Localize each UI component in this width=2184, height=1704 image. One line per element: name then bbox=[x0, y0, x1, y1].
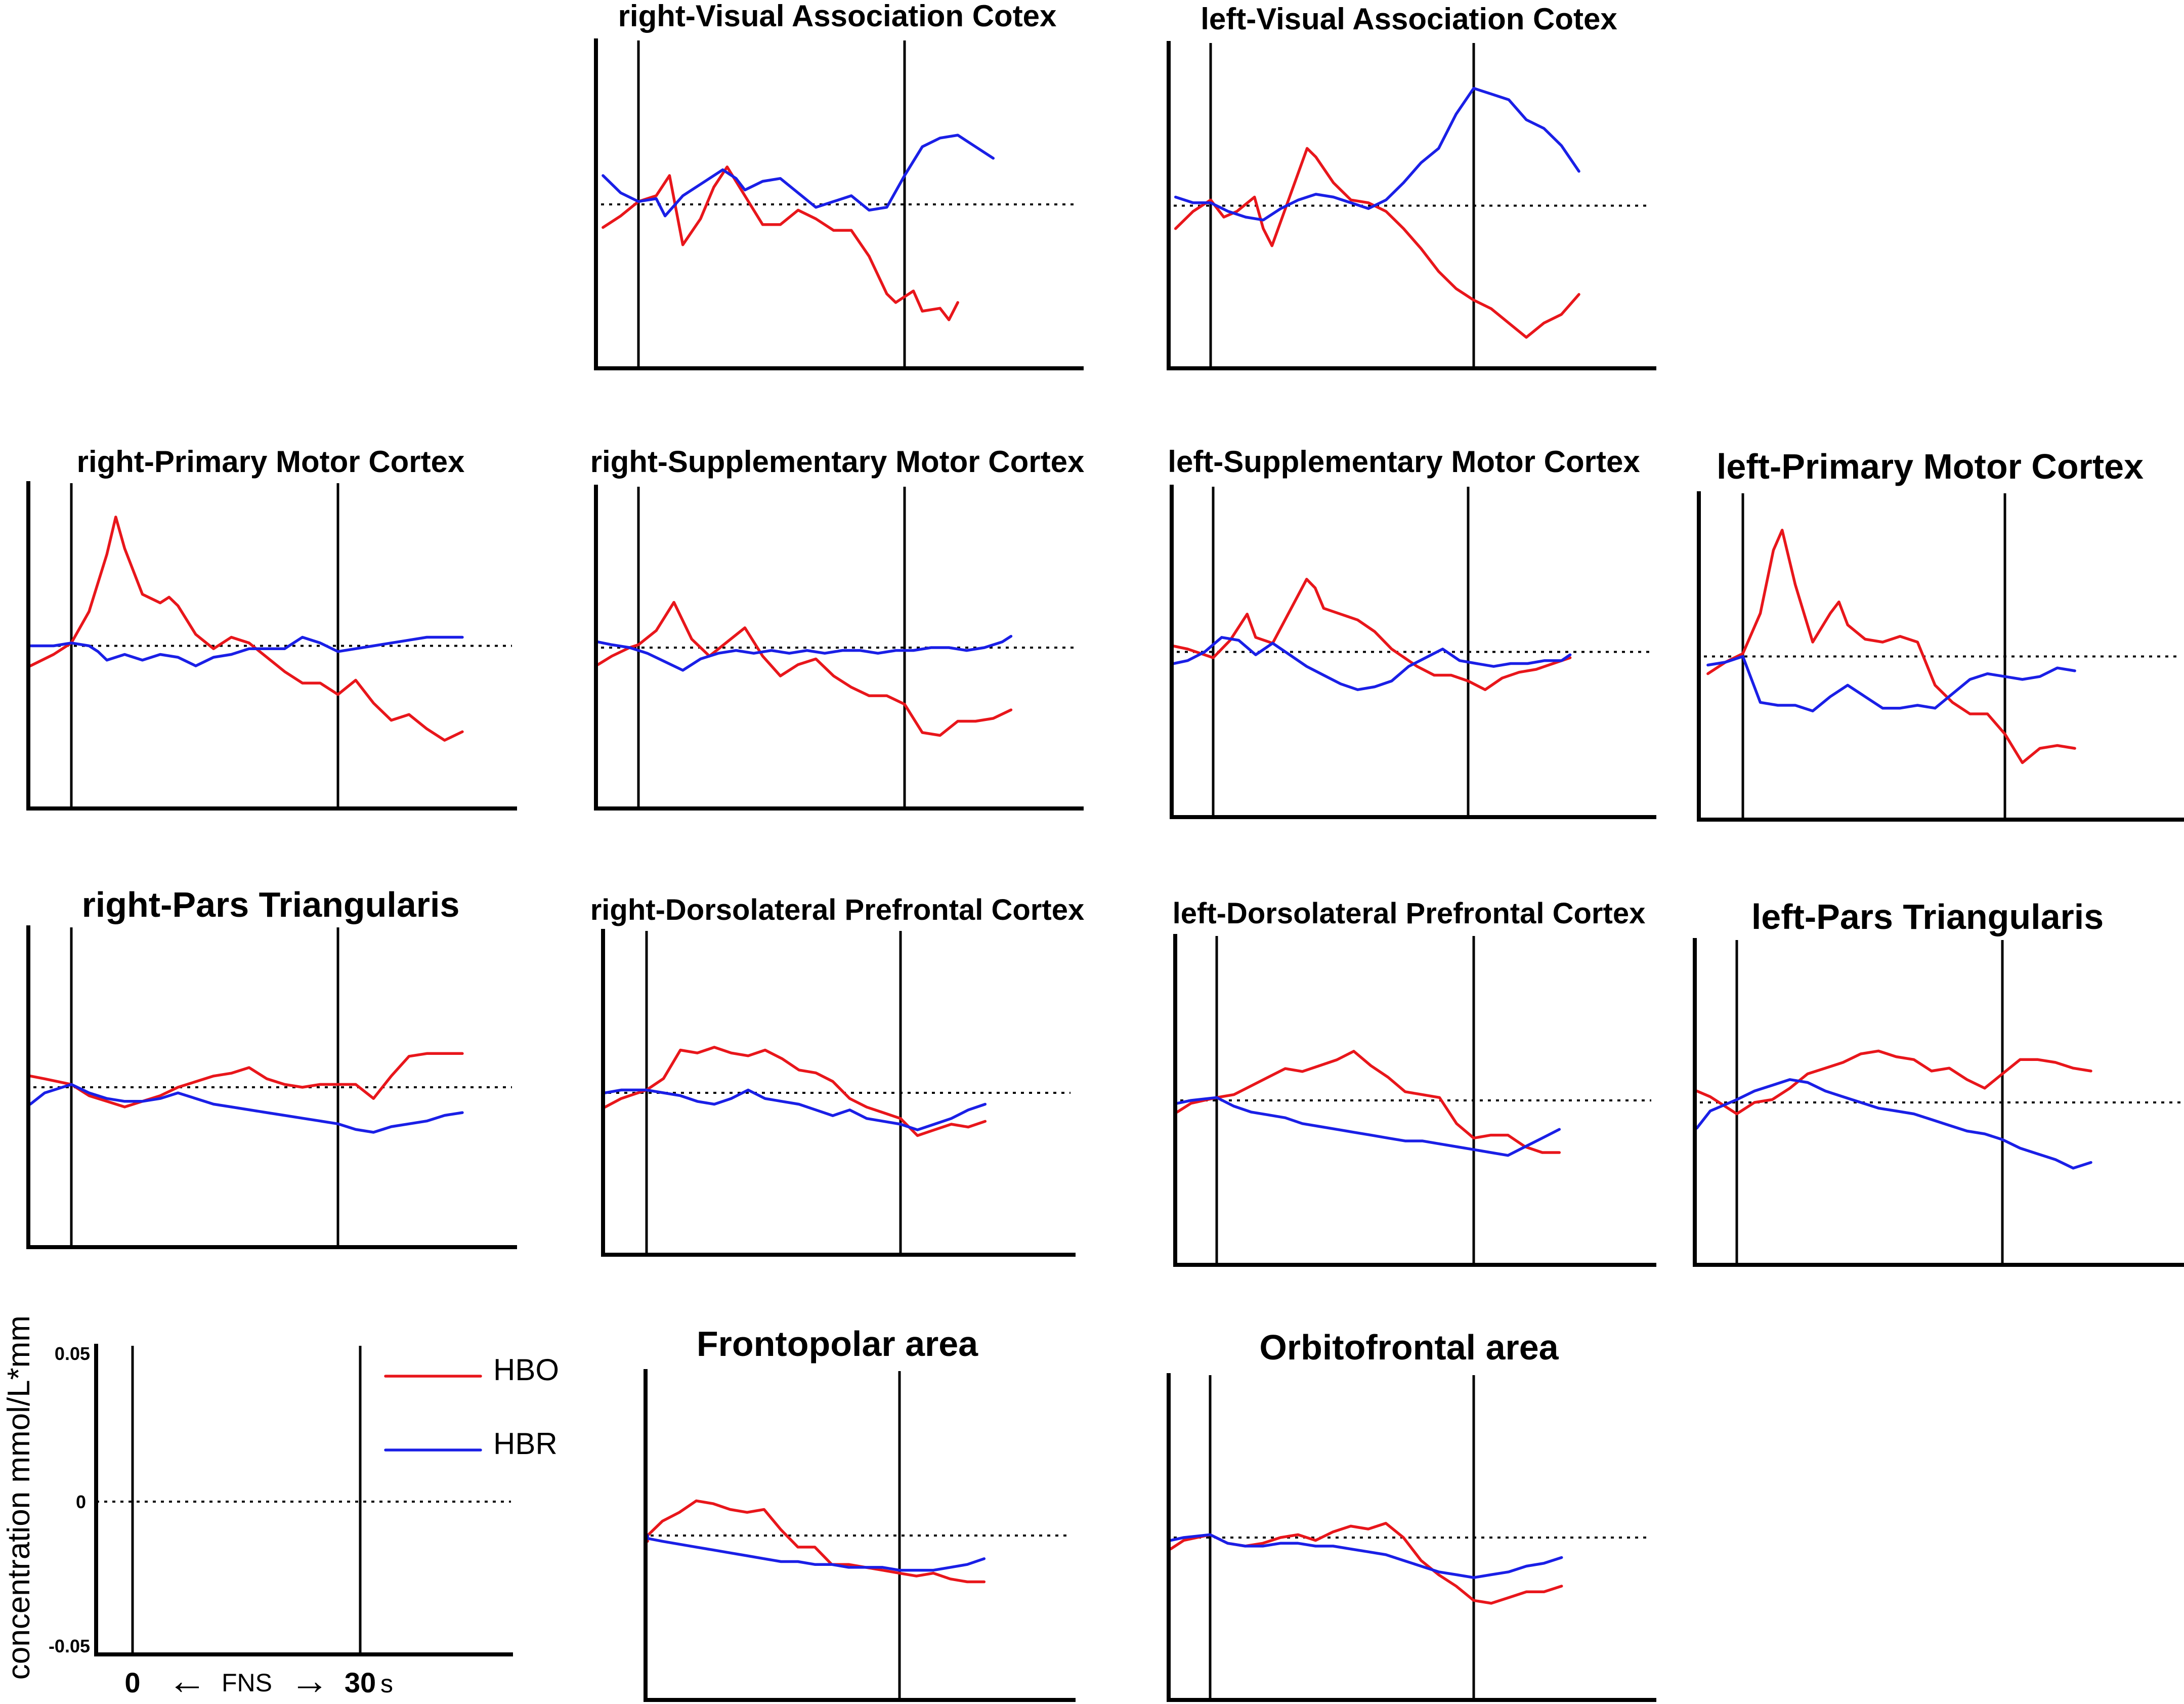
panel-title: Orbitofrontal area bbox=[1259, 1328, 1559, 1367]
hbo-legend-label: HBO bbox=[493, 1353, 559, 1387]
panel-left-primary-motor-cortex: left-Primary Motor Cortex bbox=[1697, 447, 2184, 822]
arrow-left-icon: ← bbox=[167, 1658, 207, 1702]
axis-key-panel: concentration mmol/L*mm 0.05 0 -0.05 0 ←… bbox=[2, 1315, 559, 1702]
panel-title: Frontopolar area bbox=[697, 1324, 978, 1364]
hbr-series-line bbox=[1169, 1533, 1563, 1579]
hbr-series-line bbox=[29, 1083, 464, 1134]
panel-axes bbox=[26, 481, 517, 811]
panel-right-pars-triangularis: right-Pars Triangularis bbox=[26, 885, 517, 1249]
panel-left-pars-triangularis: left-Pars Triangularis bbox=[1693, 897, 2184, 1267]
hbo-series-line bbox=[1172, 578, 1572, 691]
x-tick-zero: 0 bbox=[124, 1667, 140, 1698]
panel-orbitofrontal-area: Orbitofrontal area bbox=[1167, 1328, 1656, 1702]
panel-title: right-Pars Triangularis bbox=[82, 885, 460, 924]
panel-title: left-Visual Association Cotex bbox=[1201, 2, 1617, 36]
panel-axes bbox=[26, 925, 517, 1249]
hbo-series-line bbox=[646, 1499, 986, 1584]
panel-frontopolar-area: Frontopolar area bbox=[644, 1324, 1076, 1702]
y-tick-min: -0.05 bbox=[49, 1636, 90, 1656]
panel-title: right-Visual Association Cotex bbox=[618, 0, 1057, 33]
y-tick-zero: 0 bbox=[76, 1492, 86, 1512]
hbo-series-line bbox=[1176, 1050, 1561, 1154]
hbo-series-line bbox=[29, 1052, 464, 1109]
hbr-series-line bbox=[1706, 655, 2076, 713]
panel-left-visual-association-cortex: left-Visual Association Cotex bbox=[1167, 2, 1656, 370]
hbr-series-line bbox=[29, 635, 464, 667]
panel-axes bbox=[594, 485, 1084, 811]
panel-right-primary-motor-cortex: right-Primary Motor Cortex bbox=[26, 445, 517, 811]
panel-right-dorsolateral-prefrontal-cortex: right-Dorsolateral Prefrontal Cortex bbox=[590, 893, 1085, 1257]
panel-title: right-Primary Motor Cortex bbox=[77, 445, 465, 479]
panel-title: left-Supplementary Motor Cortex bbox=[1168, 445, 1640, 479]
hbr-series-line bbox=[604, 1088, 987, 1131]
panel-right-visual-association-cortex: right-Visual Association Cotex bbox=[594, 0, 1084, 370]
hbo-series-line bbox=[596, 601, 1013, 737]
panel-right-supplementary-motor-cortex: right-Supplementary Motor Cortex bbox=[590, 445, 1085, 811]
panel-axes bbox=[1697, 491, 2184, 822]
panel-title: right-Supplementary Motor Cortex bbox=[590, 445, 1085, 479]
panel-title: left-Pars Triangularis bbox=[1751, 897, 2104, 936]
panel-axes bbox=[1170, 485, 1656, 819]
hbr-series-line bbox=[596, 634, 1013, 672]
hbo-series-line bbox=[1706, 529, 2076, 764]
hbo-series-line bbox=[602, 165, 959, 321]
hbr-series-line bbox=[1172, 636, 1572, 691]
panel-left-dorsolateral-prefrontal-cortex: left-Dorsolateral Prefrontal Cortex bbox=[1173, 897, 1656, 1267]
hbr-series-line bbox=[1176, 1096, 1561, 1157]
panel-left-supplementary-motor-cortex: left-Supplementary Motor Cortex bbox=[1168, 445, 1656, 819]
hbo-series-line bbox=[1169, 1522, 1563, 1605]
panel-title: left-Primary Motor Cortex bbox=[1717, 447, 2144, 486]
hbr-series-line bbox=[1174, 87, 1580, 222]
y-axis-label: concentration mmol/L*mm bbox=[2, 1315, 36, 1680]
hbo-series-line bbox=[29, 516, 464, 742]
hbo-series-line bbox=[1695, 1049, 2092, 1116]
panel-axes bbox=[1167, 41, 1656, 370]
fns-label: FNS bbox=[222, 1669, 272, 1697]
panel-title: left-Dorsolateral Prefrontal Cortex bbox=[1173, 897, 1646, 930]
x-unit-label: s bbox=[380, 1670, 393, 1698]
panel-axes bbox=[601, 929, 1076, 1257]
arrow-right-icon: → bbox=[290, 1658, 329, 1702]
hbr-series-line bbox=[1695, 1078, 2092, 1170]
x-tick-thirty: 30 bbox=[345, 1667, 376, 1698]
hbr-legend-label: HBR bbox=[493, 1427, 558, 1461]
panel-axes bbox=[644, 1369, 1076, 1702]
panel-title: right-Dorsolateral Prefrontal Cortex bbox=[590, 893, 1085, 926]
panel-axes bbox=[1693, 938, 2184, 1267]
hbo-series-line bbox=[604, 1046, 987, 1137]
hbo-series-line bbox=[1174, 147, 1580, 339]
panel-axes bbox=[1173, 934, 1656, 1267]
panel-axes bbox=[594, 38, 1084, 370]
y-tick-max: 0.05 bbox=[55, 1343, 90, 1364]
hbr-series-line bbox=[646, 1534, 986, 1572]
panel-axes bbox=[1167, 1373, 1656, 1702]
hbr-series-line bbox=[602, 134, 995, 218]
